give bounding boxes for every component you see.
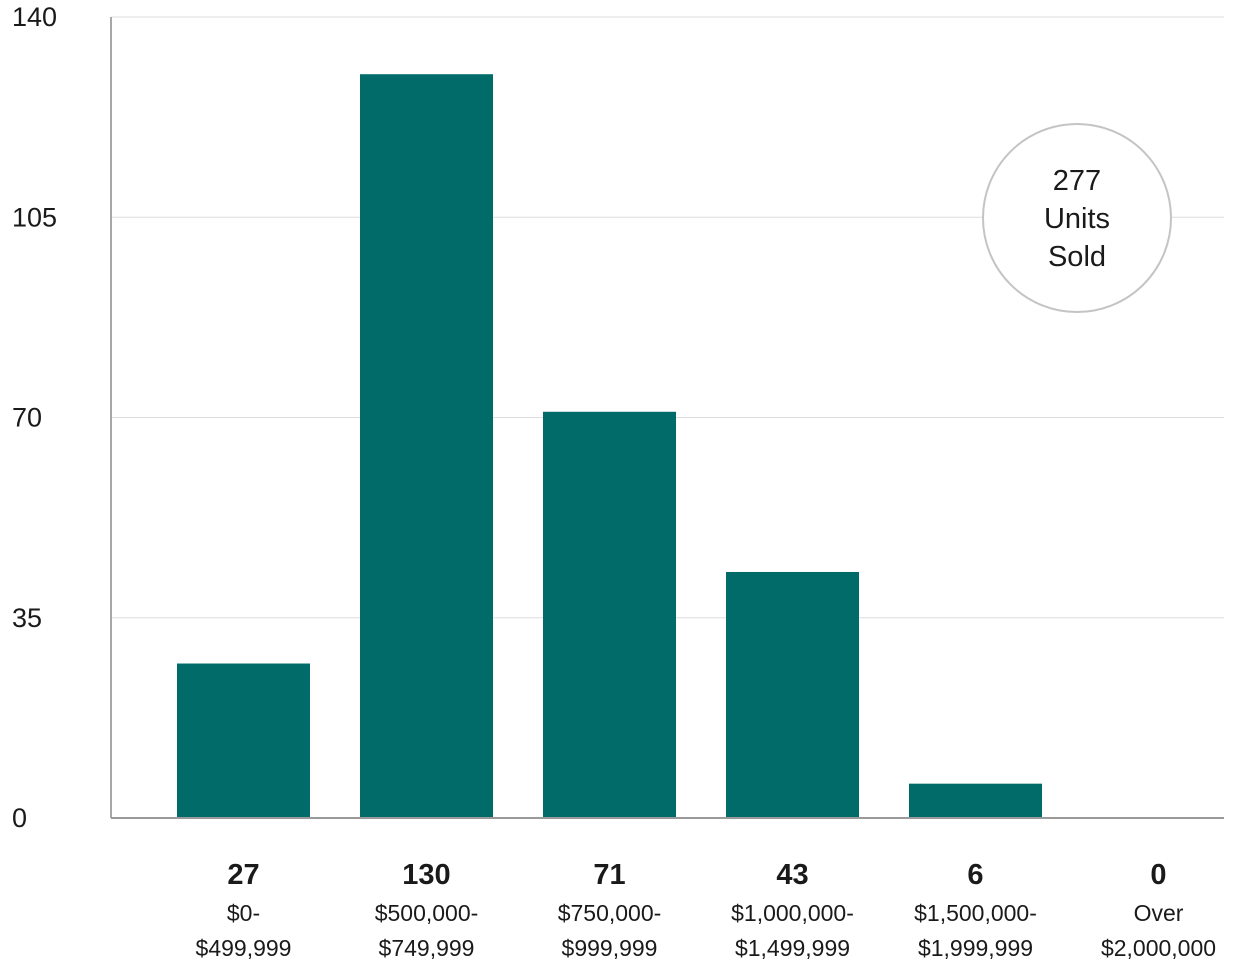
category-label: $0-: [227, 900, 260, 926]
category-label: $749,999: [379, 935, 475, 961]
badge-circle: [982, 123, 1172, 313]
axes: [110, 17, 1224, 819]
y-tick-label: 140: [12, 2, 57, 32]
category-label: $1,000,000-: [731, 900, 854, 926]
category-label: $1,499,999: [735, 935, 850, 961]
value-label: 71: [593, 859, 625, 891]
category-label: $2,000,000: [1101, 935, 1216, 961]
value-label: 0: [1150, 859, 1166, 891]
value-label: 27: [227, 859, 259, 891]
badge-line: 277: [1053, 165, 1101, 197]
y-tick-label: 0: [12, 803, 27, 833]
y-tick-label: 105: [12, 202, 57, 232]
category-label: $1,999,999: [918, 935, 1033, 961]
bar: [909, 783, 1042, 818]
y-tick-labels: 0 35 70 105 140: [12, 2, 57, 833]
units-sold-badge: 277 Units Sold: [982, 123, 1172, 313]
category-label: $750,000-: [558, 900, 662, 926]
bar: [360, 74, 493, 818]
value-labels: 27 130 71 43 6 0: [227, 859, 1166, 891]
bar: [543, 411, 676, 818]
category-label: $499,999: [196, 935, 292, 961]
badge-line: Units: [1044, 203, 1110, 235]
y-tick-label: 35: [12, 603, 42, 633]
badge-line: Sold: [1048, 241, 1106, 273]
bar: [726, 571, 859, 818]
category-label: Over: [1134, 900, 1184, 926]
category-labels: $0- $499,999 $500,000- $749,999 $750,000- $99…: [196, 900, 1217, 961]
value-label: 6: [967, 859, 983, 891]
y-tick-label: 70: [12, 403, 42, 433]
category-label: $1,500,000-: [914, 900, 1037, 926]
value-label: 130: [402, 859, 450, 891]
category-label: $999,999: [562, 935, 658, 961]
bar: [177, 663, 310, 818]
bars: [177, 74, 1042, 818]
value-label: 43: [776, 859, 808, 891]
category-label: $500,000-: [375, 900, 479, 926]
